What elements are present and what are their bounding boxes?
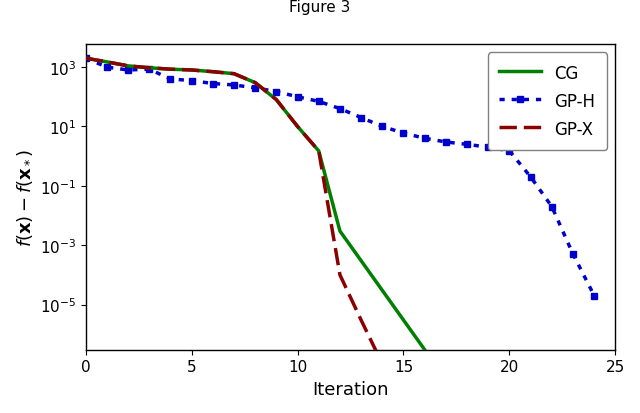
- GP-H: [378, 125, 386, 130]
- CG: [315, 149, 323, 154]
- GP-X: [145, 66, 153, 71]
- GP-H: [336, 107, 344, 112]
- CG: [230, 72, 238, 77]
- GP-X: [294, 125, 301, 130]
- GP-H: [315, 100, 323, 104]
- GP-H: [188, 79, 195, 84]
- Line: CG: CG: [86, 59, 425, 350]
- GP-X: [336, 273, 344, 278]
- CG: [103, 60, 111, 65]
- CG: [188, 68, 195, 73]
- GP-X: [103, 60, 111, 65]
- GP-H: [252, 86, 259, 91]
- GP-H: [506, 149, 513, 154]
- GP-X: [124, 64, 132, 69]
- Y-axis label: $f(\mathbf{x}) - f(\mathbf{x}_*)$: $f(\mathbf{x}) - f(\mathbf{x}_*)$: [15, 148, 34, 247]
- X-axis label: Iteration: Iteration: [312, 380, 388, 398]
- Legend: CG, GP-H, GP-X: CG, GP-H, GP-X: [488, 53, 607, 151]
- CG: [421, 347, 429, 352]
- CG: [336, 229, 344, 234]
- GP-X: [399, 377, 407, 382]
- GP-H: [294, 95, 301, 100]
- GP-H: [399, 131, 407, 136]
- GP-X: [82, 57, 90, 62]
- CG: [273, 98, 280, 103]
- GP-H: [166, 77, 174, 82]
- CG: [124, 64, 132, 69]
- GP-H: [82, 57, 90, 62]
- GP-H: [569, 252, 577, 257]
- GP-H: [421, 136, 429, 141]
- GP-X: [230, 72, 238, 77]
- GP-X: [273, 98, 280, 103]
- CG: [209, 70, 216, 75]
- GP-H: [230, 83, 238, 88]
- GP-H: [273, 90, 280, 95]
- Text: Figure 3: Figure 3: [289, 0, 351, 15]
- GP-H: [590, 293, 598, 298]
- GP-H: [548, 204, 556, 209]
- CG: [145, 66, 153, 71]
- CG: [378, 288, 386, 293]
- CG: [399, 318, 407, 323]
- Line: GP-X: GP-X: [86, 59, 403, 380]
- CG: [357, 259, 365, 263]
- GP-H: [209, 82, 216, 87]
- GP-H: [463, 142, 471, 147]
- GP-X: [315, 149, 323, 154]
- GP-H: [357, 116, 365, 121]
- GP-X: [166, 68, 174, 73]
- CG: [252, 81, 259, 86]
- CG: [166, 68, 174, 73]
- CG: [294, 125, 301, 130]
- Line: GP-H: GP-H: [82, 56, 598, 299]
- GP-H: [442, 140, 450, 145]
- GP-H: [484, 145, 492, 150]
- GP-H: [124, 68, 132, 73]
- GP-X: [252, 81, 259, 86]
- CG: [82, 57, 90, 62]
- GP-X: [357, 318, 365, 323]
- GP-X: [188, 68, 195, 73]
- GP-H: [103, 65, 111, 70]
- GP-H: [527, 175, 534, 180]
- GP-H: [145, 68, 153, 73]
- GP-X: [209, 70, 216, 75]
- GP-X: [378, 361, 386, 366]
